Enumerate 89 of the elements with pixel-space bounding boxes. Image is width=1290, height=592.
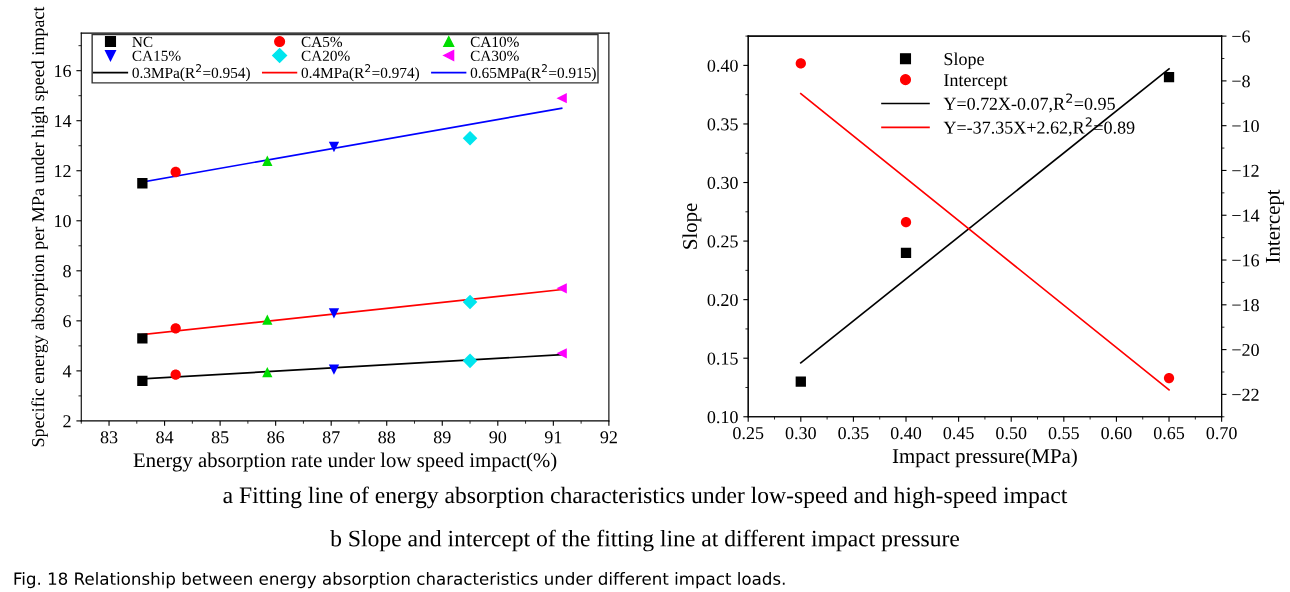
y-axis-title: Slope <box>682 203 702 249</box>
legend-label: 0.65MPa(R$^{2}$=0.915) <box>470 64 596 82</box>
legend-label: CA15% <box>132 50 181 62</box>
y-tick-label: 2 <box>63 415 71 428</box>
x-tick-label: 84 <box>156 431 174 444</box>
point <box>328 364 340 375</box>
point <box>795 376 806 387</box>
legend-label: NC <box>132 36 153 48</box>
y-tick-label: 4 <box>62 365 72 378</box>
legend-label: Slope <box>944 52 984 69</box>
point <box>137 178 148 189</box>
x-tick-label: 0.35 <box>838 427 869 440</box>
y-tick-label: 0.10 <box>707 411 738 424</box>
y2-tick-label: −8 <box>1232 75 1250 88</box>
x-axis-title: Energy absorption rate under low speed impact(%) <box>133 452 557 472</box>
y-tick-label: 16 <box>55 64 72 78</box>
x-tick-label: 0.70 <box>1206 427 1237 440</box>
x-tick-label: 87 <box>322 431 340 444</box>
text: a Fitting line of energy absorption characteristics under low-speed and high-speed impact <box>223 486 1068 509</box>
point <box>462 130 478 146</box>
x-axis-title: Impact pressure(MPa) <box>892 448 1077 468</box>
y2-tick-label: −6 <box>1232 30 1251 43</box>
point <box>262 155 273 166</box>
y-tick-label: 6 <box>63 315 72 328</box>
y-tick-label: 12 <box>55 165 71 178</box>
y2-tick-label: −16 <box>1232 254 1260 267</box>
legend-label: CA5% <box>301 36 343 48</box>
point <box>462 353 478 369</box>
y-tick-label: 0.30 <box>707 176 738 190</box>
point <box>900 217 912 228</box>
y2-tick-label: −10 <box>1232 119 1259 133</box>
legend-label: 0.4MPa(R$^{2}$=0.974) <box>301 64 420 82</box>
y-tick-label: 14 <box>55 115 72 127</box>
y-axis-title: Specific energy absorption per MPa under high speed impact <box>31 6 48 447</box>
point <box>328 308 340 319</box>
x-tick-label: 86 <box>267 431 285 444</box>
y2-axis-title: Intercept <box>1265 189 1285 263</box>
y2-tick-label: −12 <box>1232 164 1259 177</box>
point <box>556 348 567 359</box>
x-tick-label: 85 <box>211 431 229 444</box>
point <box>137 333 148 344</box>
x-tick-label: 0.40 <box>890 427 922 440</box>
x-tick-label: 0.45 <box>943 427 974 440</box>
point <box>170 369 181 380</box>
x-tick-label: 0.60 <box>1101 427 1132 440</box>
point <box>462 294 478 310</box>
y-tick-label: 0.35 <box>707 118 738 131</box>
point <box>170 166 181 178</box>
y-tick-label: 0.25 <box>707 235 738 248</box>
legend-label: 0.3MPa(R$^{2}$=0.954) <box>132 64 250 82</box>
point <box>556 93 567 104</box>
legend-label: CA20% <box>301 50 350 62</box>
legend-label: CA30% <box>470 50 519 62</box>
x-tick-label: 0.50 <box>996 427 1027 440</box>
point <box>137 375 148 387</box>
x-tick-label: 0.65 <box>1153 427 1185 440</box>
caption: Fig. 18 Relationship between energy absorption characteristics under different impact loads. <box>14 572 785 589</box>
y-tick-label: 8 <box>63 265 71 278</box>
x-tick-label: 92 <box>600 431 617 444</box>
x-tick-label: 91 <box>544 431 562 444</box>
point <box>170 323 181 334</box>
legend-label: CA10% <box>470 36 519 48</box>
point <box>262 366 273 378</box>
x-tick-label: 90 <box>489 431 507 444</box>
point <box>328 141 340 153</box>
x-tick-label: 88 <box>378 431 396 444</box>
text: b Slope and intercept of the fitting line at different impact pressure <box>330 529 960 552</box>
x-tick-label: 89 <box>433 431 451 444</box>
x-tick-label: 83 <box>100 431 118 444</box>
point <box>556 283 567 294</box>
y2-tick-label: −14 <box>1232 209 1260 222</box>
point <box>900 247 912 258</box>
y-tick-label: 10 <box>55 215 71 228</box>
y2-tick-label: −22 <box>1232 388 1259 401</box>
y-tick-label: 0.20 <box>707 293 738 307</box>
x-tick-label: 0.25 <box>733 427 764 440</box>
point <box>1163 372 1175 384</box>
y-tick-label: 0.15 <box>707 352 738 365</box>
legend-label: Intercept <box>944 74 1008 90</box>
point <box>262 314 273 325</box>
point <box>1163 71 1175 83</box>
y-tick-label: 0.40 <box>707 59 738 72</box>
y2-tick-label: −20 <box>1232 343 1259 357</box>
x-tick-label: 0.30 <box>785 427 816 440</box>
legend-label: Y=0.72X-0.07,R$^{2}$=0.95 <box>943 93 1115 113</box>
x-tick-label: 0.55 <box>1048 427 1079 440</box>
point <box>795 58 806 69</box>
y2-tick-label: −18 <box>1232 299 1259 312</box>
legend-label: Y=-37.35X+2.62,R$^{2}$=0.89 <box>943 117 1135 137</box>
